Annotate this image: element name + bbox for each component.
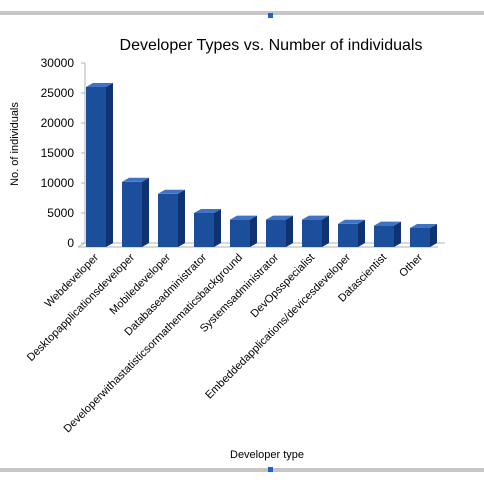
bar[interactable] xyxy=(158,193,178,247)
bar[interactable] xyxy=(230,219,250,247)
bar-side xyxy=(394,221,401,247)
bar-top xyxy=(122,177,149,182)
bar-side xyxy=(250,215,257,247)
y-tick-label: 25000 xyxy=(41,86,75,100)
bar-side xyxy=(178,189,185,247)
x-axis-label: Developer type xyxy=(230,449,304,461)
y-tick-label: 5000 xyxy=(47,206,74,220)
sheet-top-border xyxy=(0,11,484,15)
plot-area: 050001000015000200002500030000Webdevelop… xyxy=(25,56,445,435)
bar[interactable] xyxy=(86,87,106,247)
x-tick-label: DevOpsspecialist xyxy=(249,252,318,321)
bar-side xyxy=(358,219,365,247)
bar-top xyxy=(158,189,185,194)
bar-top xyxy=(410,224,437,228)
selection-handle-bottom[interactable] xyxy=(268,467,273,472)
bar-side xyxy=(430,224,437,247)
y-tick-label: 0 xyxy=(67,236,74,250)
bar[interactable] xyxy=(338,223,358,247)
bar-side xyxy=(106,83,113,247)
bar-top xyxy=(194,209,221,213)
sheet-bottom-border xyxy=(0,468,484,472)
bar-top xyxy=(374,221,401,226)
y-tick-label: 15000 xyxy=(41,146,75,160)
bar[interactable] xyxy=(410,228,430,247)
x-tick-label: Mobiledeveloper xyxy=(108,251,174,317)
bar[interactable] xyxy=(194,213,214,247)
selection-handle-top[interactable] xyxy=(268,13,273,18)
bar-top xyxy=(302,215,329,220)
x-tick-label: Other xyxy=(397,251,425,279)
bar[interactable] xyxy=(302,219,322,247)
y-tick-label: 10000 xyxy=(41,176,75,190)
bar[interactable] xyxy=(374,225,394,247)
bar[interactable] xyxy=(122,181,142,247)
bar-side xyxy=(142,177,149,247)
chart-title: Developer Types vs. Number of individual… xyxy=(120,37,423,54)
axis-corner xyxy=(77,242,86,248)
y-tick-label: 20000 xyxy=(41,116,75,130)
bar-top xyxy=(230,215,257,220)
bar-top xyxy=(338,219,365,224)
bar-side xyxy=(322,215,329,247)
bar-side xyxy=(286,215,293,247)
y-tick-label: 30000 xyxy=(41,56,75,70)
bar-top xyxy=(86,83,113,87)
bar-side xyxy=(214,209,221,247)
bar[interactable] xyxy=(266,219,286,247)
bar-top xyxy=(266,215,293,220)
y-axis-label: No. of individuals xyxy=(9,102,21,186)
